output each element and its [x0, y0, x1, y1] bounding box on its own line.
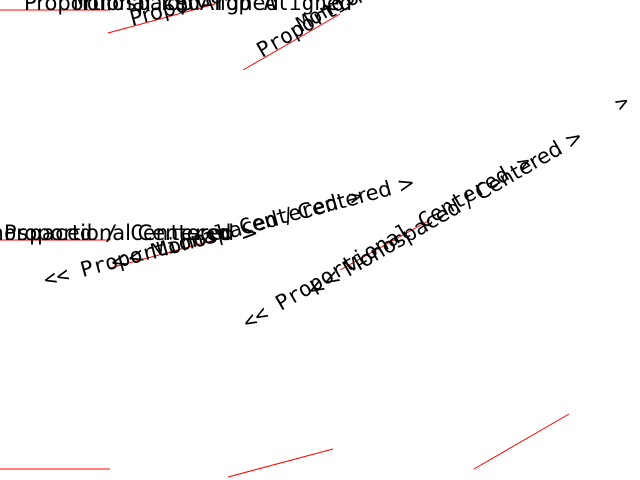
monospaced-centered-rotated-label-right: << Monospaced / Centered >: [303, 124, 588, 302]
monospaced-fragment-rotated-label: Monospaced: [293, 0, 414, 36]
right-edge-caret: >: [611, 89, 634, 116]
guide-line: [242, 13, 341, 71]
guide-line: [227, 448, 334, 478]
monospaced-top-aligned-label: Monospaced Top Aligned: [74, 0, 352, 15]
guide-line: [109, 239, 216, 269]
proportional-centered-label-flat: << Proportional Centered >: [0, 221, 258, 245]
guide-line: [473, 413, 570, 470]
monospaced-centered-label-flat: << Monospaced / Centered >: [0, 221, 257, 245]
guide-line: [339, 219, 431, 271]
guide-line: [107, 3, 216, 34]
proportional-top-aligned-label: Proportional Top Aligned: [24, 0, 279, 15]
